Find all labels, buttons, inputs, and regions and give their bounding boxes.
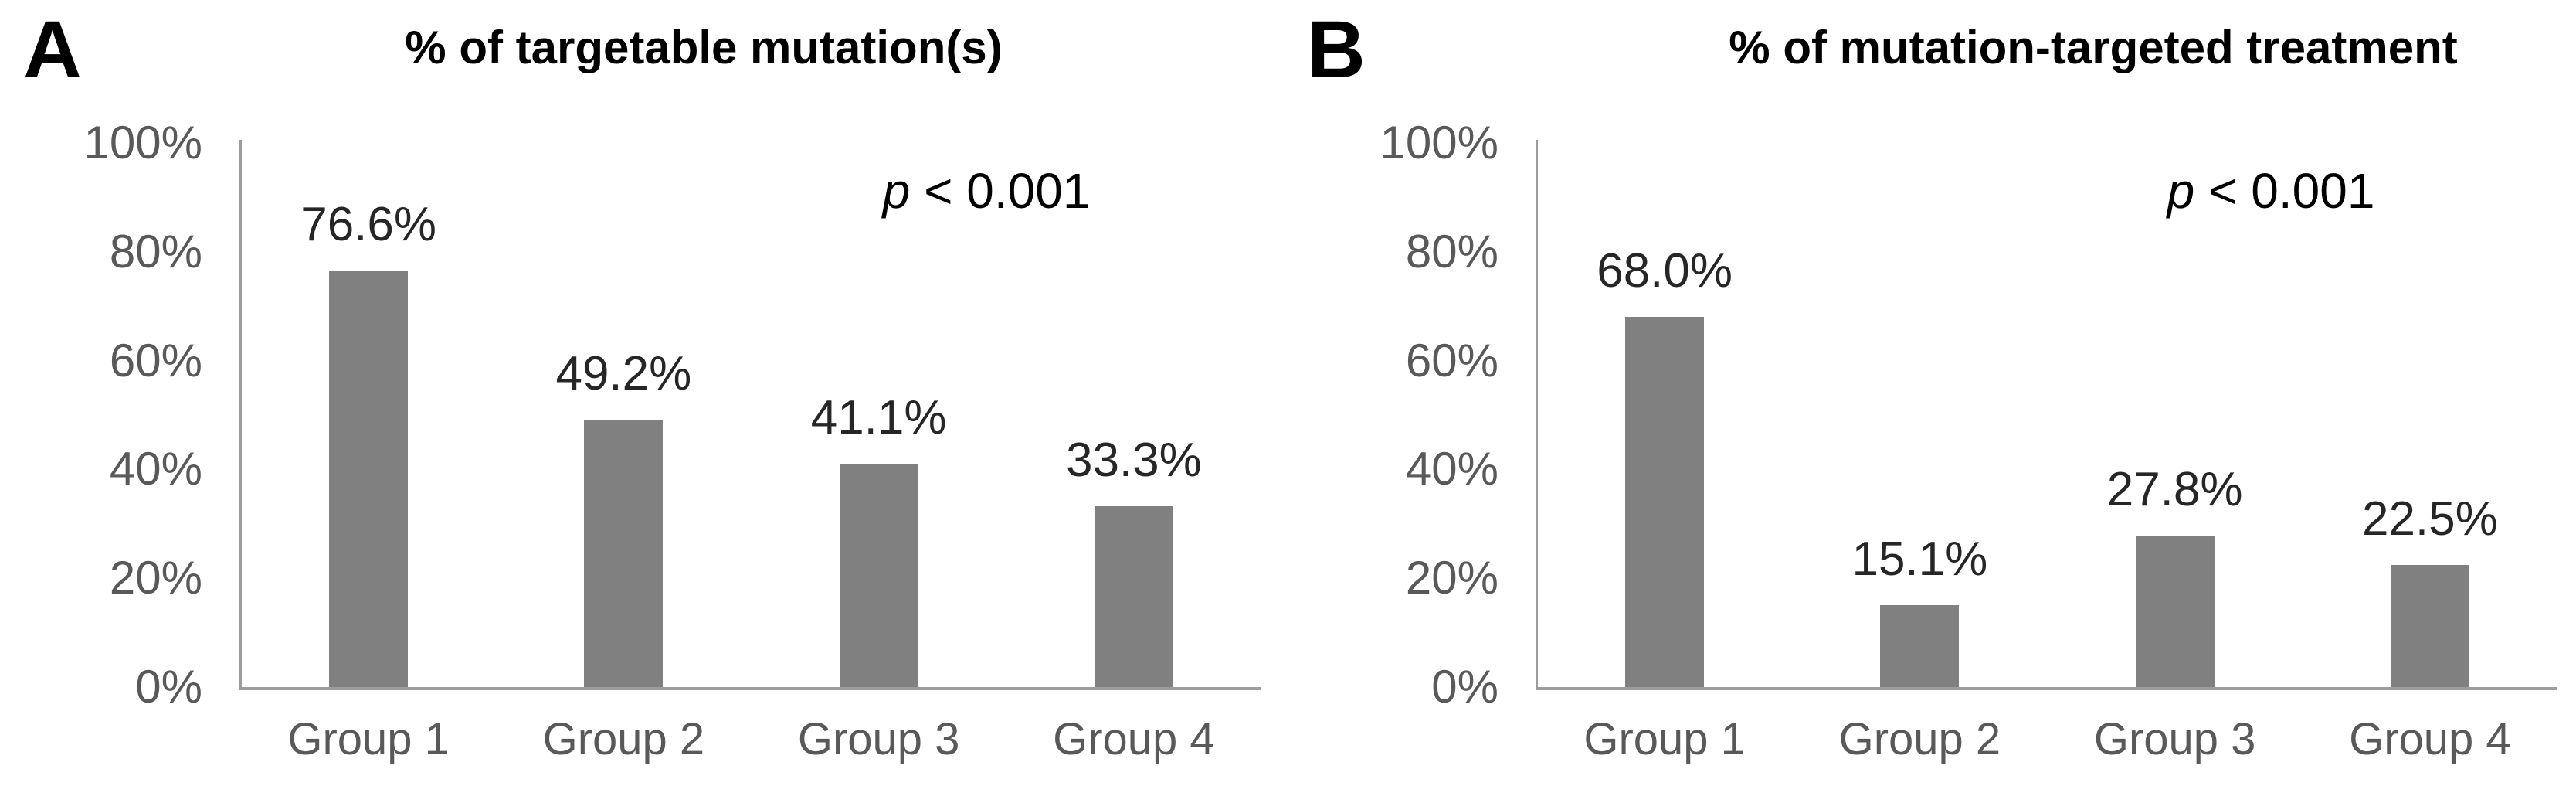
panel-b-title: % of mutation-targeted treatment xyxy=(1729,22,2458,73)
bar xyxy=(584,419,664,687)
bar xyxy=(1880,604,1960,687)
category-label: Group 3 xyxy=(797,714,960,764)
bar xyxy=(2135,536,2215,687)
x-axis-line xyxy=(1536,687,2557,690)
category-label: Group 3 xyxy=(2093,714,2256,764)
bar-value-label: 49.2% xyxy=(555,346,692,400)
y-tick-label: 20% xyxy=(109,552,202,604)
y-tick-label: 60% xyxy=(109,334,202,386)
y-tick-label: 0% xyxy=(135,661,202,713)
y-tick-label: 80% xyxy=(1405,225,1498,277)
y-tick-label: 80% xyxy=(109,225,202,277)
category-label: Group 4 xyxy=(2349,714,2511,764)
bar xyxy=(839,463,918,687)
category-label: Group 1 xyxy=(1583,714,1746,764)
bar xyxy=(2390,564,2469,687)
y-tick-label: 20% xyxy=(1405,552,1498,604)
panel-a-title: % of targetable mutation(s) xyxy=(405,22,1003,73)
bar-value-label: 27.8% xyxy=(2106,463,2243,517)
p-comparison: < 0.001 xyxy=(2208,163,2375,219)
p-symbol: p xyxy=(2167,163,2195,219)
bar-value-label: 41.1% xyxy=(810,390,947,444)
category-label: Group 4 xyxy=(1053,714,1215,764)
category-label: Group 1 xyxy=(287,714,450,764)
bar-value-label: 22.5% xyxy=(2361,492,2498,546)
p-comparison: < 0.001 xyxy=(924,163,1091,219)
panel-b-letter: B xyxy=(1307,5,1366,95)
panel-a-letter: A xyxy=(23,5,82,95)
category-label: Group 2 xyxy=(1838,714,2001,764)
bar xyxy=(1625,317,1705,687)
p-symbol: p xyxy=(882,163,911,219)
y-tick-label: 0% xyxy=(1431,661,1498,713)
bar-value-label: 33.3% xyxy=(1065,433,1202,487)
y-tick-label: 100% xyxy=(1380,117,1498,168)
panel-b-p-value: p < 0.001 xyxy=(2167,166,2375,216)
y-tick-label: 60% xyxy=(1405,334,1498,386)
y-axis-line xyxy=(1536,140,1538,689)
y-axis-line xyxy=(239,140,242,689)
y-tick-label: 100% xyxy=(83,117,202,168)
y-tick-label: 40% xyxy=(1405,443,1498,495)
bar-value-label: 68.0% xyxy=(1597,244,1733,298)
bar-value-label: 76.6% xyxy=(300,197,437,251)
bar-value-label: 15.1% xyxy=(1851,532,1988,586)
panel-a-p-value: p < 0.001 xyxy=(883,166,1091,216)
bar xyxy=(329,270,409,687)
bar xyxy=(1094,505,1173,687)
y-tick-label: 40% xyxy=(109,443,202,495)
category-label: Group 2 xyxy=(542,714,705,764)
x-axis-line xyxy=(239,687,1261,690)
